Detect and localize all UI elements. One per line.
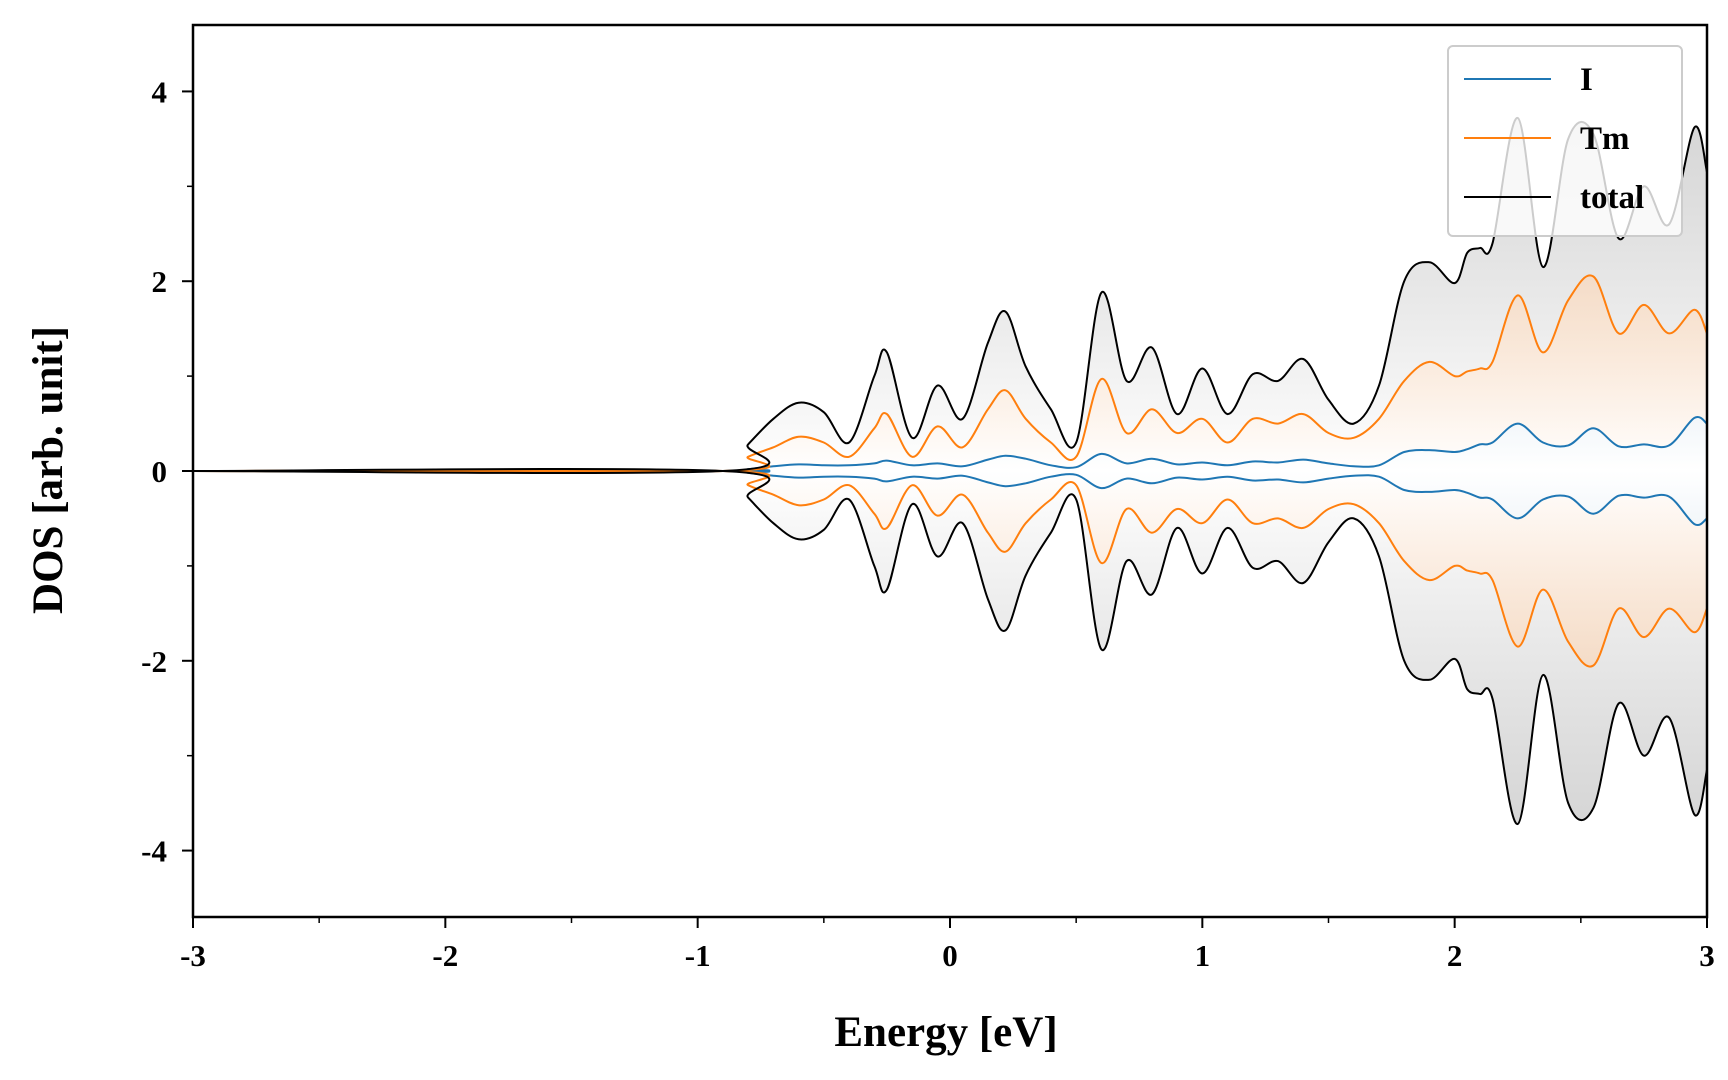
x-tick-label: -1 [685,938,711,973]
series-line-i-up [192,416,1708,473]
legend-box [1447,45,1683,237]
legend-label-tm: Tm [1580,121,1630,157]
series-line-tm-up [192,274,1708,474]
y-tick-label: 2 [152,264,168,299]
x-tick-label: -3 [180,938,206,973]
legend-label-i: I [1580,62,1593,98]
x-tick-label: 2 [1447,938,1463,973]
fill-layer [193,117,1707,825]
series-line-i-down [192,469,1708,526]
x-axis-label: Energy [eV] [834,1009,1057,1056]
y-tick-label: 0 [152,454,168,489]
series-line-tm-down [192,468,1708,668]
y-axis-label: DOS [arb. unit] [25,326,72,614]
series-line-total-down [192,468,1708,826]
legend-label-total: total [1580,180,1644,216]
y-tick-label: -4 [141,834,167,869]
x-tick-label: 1 [1195,938,1211,973]
legend-entries: I Tm total [1464,62,1644,216]
y-axis-ticks: -4 -2 0 2 4 [141,74,193,869]
x-axis-ticks: -3 -2 -1 0 1 2 3 [180,917,1715,973]
x-tick-label: -2 [432,938,458,973]
x-tick-label: 0 [942,938,958,973]
fill-i [193,416,1707,526]
series-line-total-up [192,116,1708,474]
y-tick-label: 4 [152,74,168,109]
legend: I Tm total [1447,45,1683,237]
series-line-layer [192,116,1708,826]
x-tick-label: 3 [1699,938,1715,973]
y-tick-label: -2 [141,644,167,679]
